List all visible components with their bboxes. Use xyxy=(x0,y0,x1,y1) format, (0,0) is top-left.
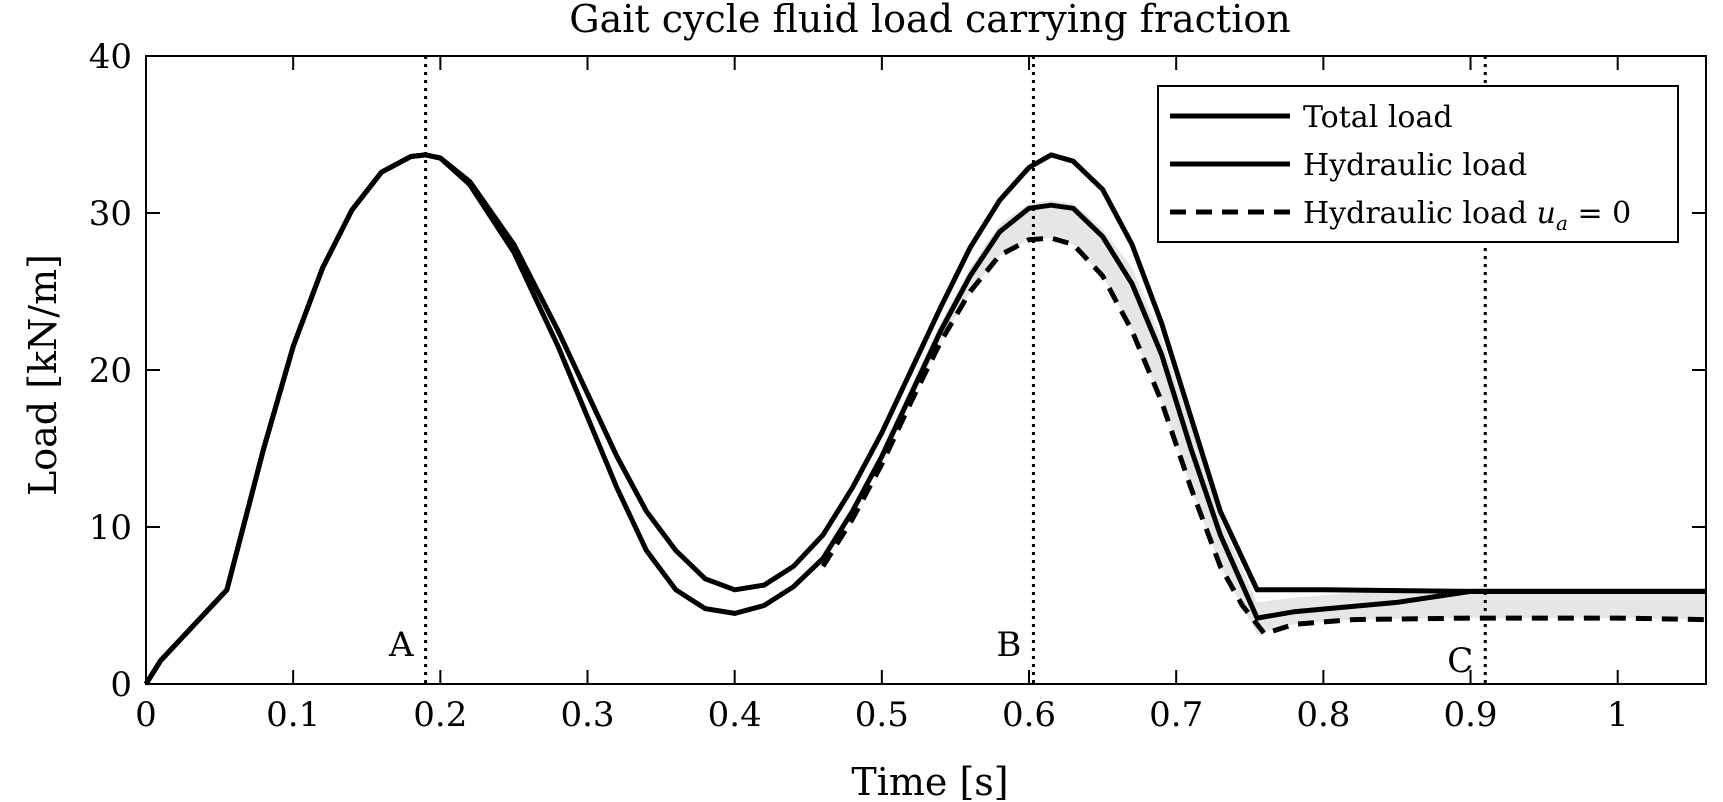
chart-title: Gait cycle fluid load carrying fraction xyxy=(569,0,1290,41)
series-line-2 xyxy=(143,152,1706,686)
series-line-3 xyxy=(820,235,1707,637)
marker-label-b: B xyxy=(996,625,1021,665)
legend: Total load Hydraulic load Hydraulic load u… xyxy=(1157,85,1679,243)
legend-label-2: Hydraulic load xyxy=(1303,148,1527,183)
y-tick-label: 30 xyxy=(89,194,132,234)
marker-label-a: A xyxy=(388,625,414,665)
y-tick-label: 0 xyxy=(110,665,132,705)
y-tick-label: 40 xyxy=(89,37,132,77)
x-tick-label: 0.4 xyxy=(708,695,762,735)
x-tick-label: 0.1 xyxy=(266,695,320,735)
x-tick-label: 0.5 xyxy=(855,695,909,735)
x-tick-label: 0.6 xyxy=(1002,695,1056,735)
x-tick-label: 0.9 xyxy=(1443,695,1497,735)
y-tick-label: 10 xyxy=(89,508,132,548)
x-tick-label: 0.7 xyxy=(1149,695,1203,735)
plot-area: A B C0 0.1 0.2 0.3 0.4 0.5 0.6 0.7 0.8 0.9 101020304… xyxy=(89,37,1707,735)
y-axis-title: Load [kN/m] xyxy=(21,254,65,496)
marker-label-c: C xyxy=(1447,641,1473,681)
x-tick-label: 0 xyxy=(135,695,157,735)
x-axis-title: Time [s] xyxy=(851,760,1008,802)
y-tick-label: 20 xyxy=(89,351,132,391)
x-tick-label: 0.3 xyxy=(560,695,614,735)
x-tick-label: 1 xyxy=(1607,695,1629,735)
x-tick-label: 0.2 xyxy=(413,695,467,735)
legend-label-3: Hydraulic load ua = 0 xyxy=(1303,196,1631,235)
shaded-band xyxy=(881,200,1706,634)
x-tick-label: 0.8 xyxy=(1296,695,1350,735)
legend-label-1: Total load xyxy=(1303,100,1453,135)
